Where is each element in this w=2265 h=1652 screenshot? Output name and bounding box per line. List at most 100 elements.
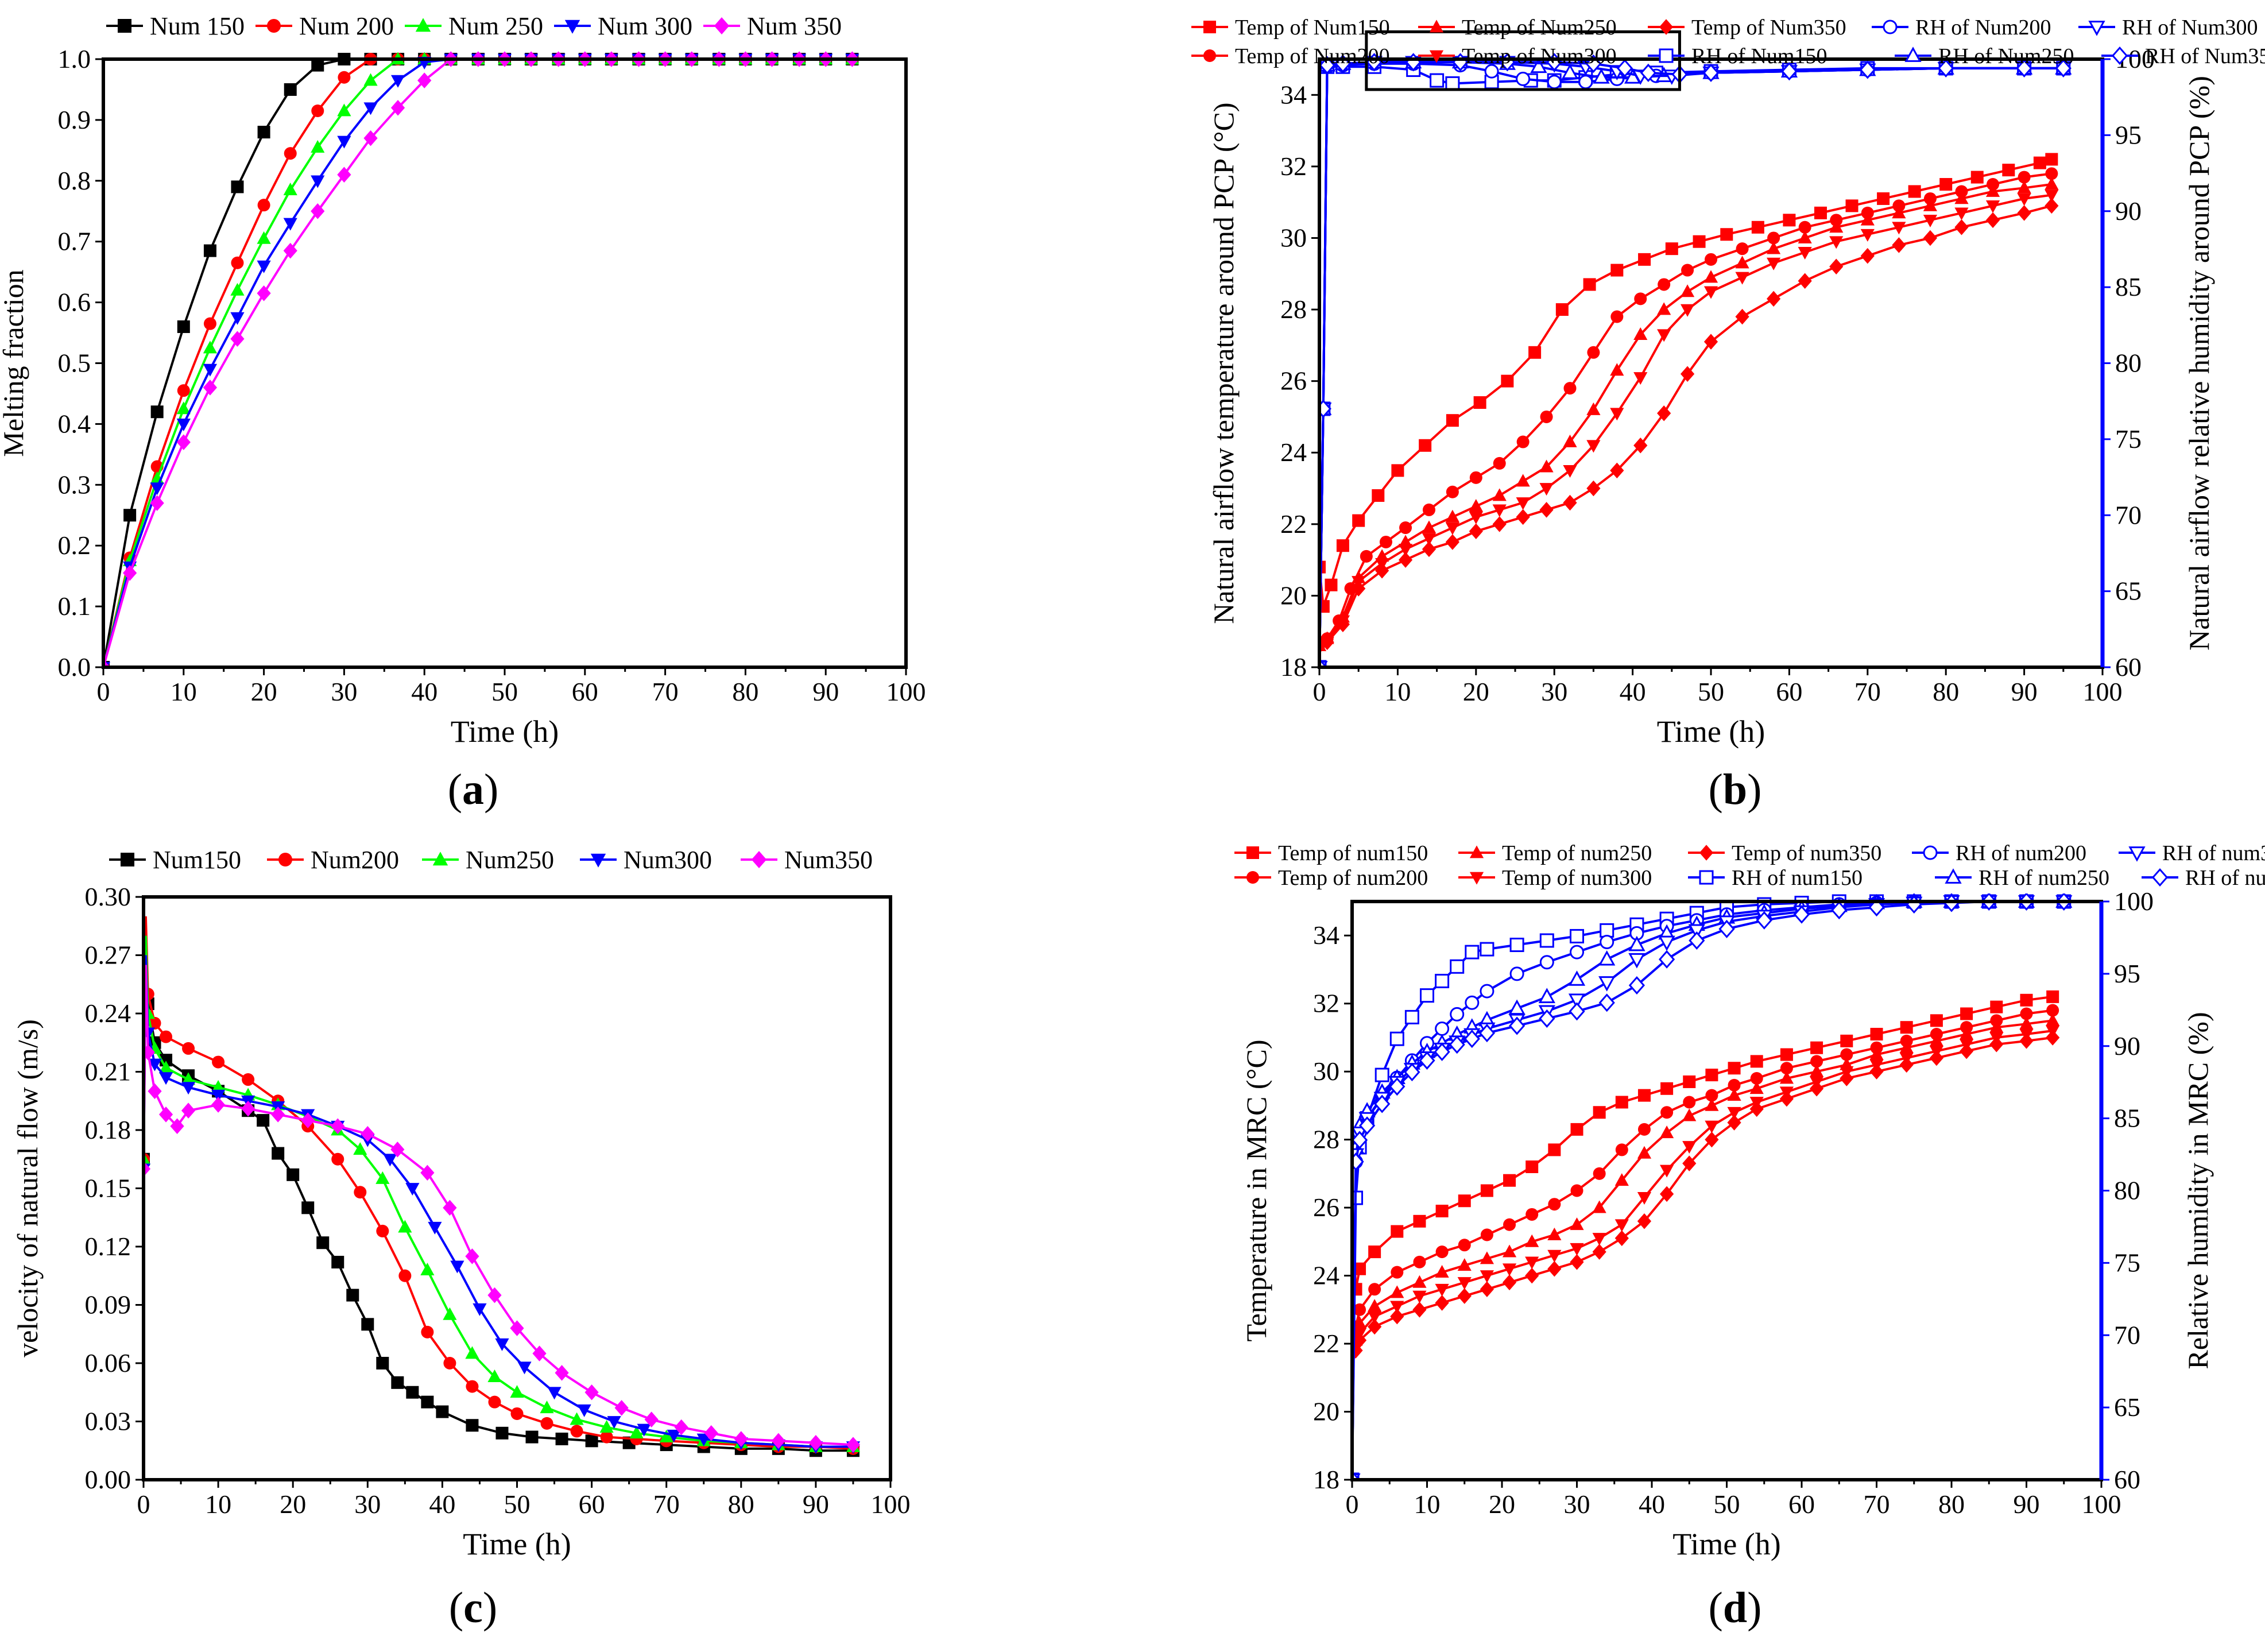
data-point (1658, 935, 1675, 951)
data-point (331, 1152, 344, 1166)
data-point (1547, 1249, 1562, 1263)
series-line (1352, 900, 2064, 1480)
y2-tick-label: 80 (2115, 349, 2142, 378)
y-tick-label: 24 (1280, 438, 1307, 467)
series-num-300 (103, 53, 859, 667)
legend-marker (2088, 21, 2105, 36)
data-point (1492, 516, 1507, 532)
data-point (585, 1434, 598, 1448)
data-point (1610, 408, 1624, 421)
legend-item: Num150 (109, 846, 241, 874)
data-point (1592, 1244, 1606, 1260)
data-point (1750, 1072, 1763, 1085)
data-point (1319, 399, 1331, 418)
plot-area (1319, 53, 2072, 667)
data-point (1681, 264, 1694, 277)
y-tick-label: 0.06 (85, 1348, 131, 1378)
data-point (1492, 488, 1507, 501)
data-point (123, 509, 137, 522)
data-point (1404, 1063, 1420, 1082)
data-point (1610, 264, 1624, 277)
series-line (144, 965, 854, 1446)
series-line (1319, 194, 2052, 647)
data-point (1372, 489, 1385, 502)
series-line (1319, 183, 2052, 647)
data-point (284, 83, 297, 96)
plot-area (1352, 893, 2073, 1480)
data-point (1419, 439, 1432, 452)
data-point (148, 1083, 162, 1100)
legend-marker (1659, 48, 1674, 63)
series-num350 (144, 965, 861, 1453)
data-point (599, 1420, 614, 1433)
data-point (1568, 970, 1586, 986)
legend: Temp of num150 Temp of num250 Temp of num3… (1234, 841, 2265, 890)
x-tick-label: 20 (1463, 677, 1489, 706)
series-line (144, 916, 854, 1450)
x-tick-label: 10 (205, 1489, 231, 1519)
data-point (577, 1404, 591, 1417)
data-point (2046, 990, 2059, 1003)
data-point (555, 1432, 568, 1445)
data-point (1598, 993, 1615, 1012)
data-point (1586, 402, 1601, 415)
series-num-150 (103, 53, 859, 667)
data-point (1728, 1062, 1741, 1075)
data-point (257, 285, 271, 301)
data-point (1637, 1146, 1652, 1159)
data-point (629, 1426, 644, 1439)
data-point (1359, 1116, 1376, 1135)
data-point (1353, 1262, 1366, 1275)
x-tick-label: 60 (579, 1489, 605, 1519)
legend-item: RH of num300 (2119, 841, 2265, 865)
legend-label: Temp of num300 (1502, 866, 1652, 890)
data-point (584, 1384, 599, 1400)
data-point (1634, 292, 1647, 305)
data-point (1727, 1088, 1741, 1101)
data-point (1829, 236, 1844, 249)
data-point (1516, 474, 1530, 487)
series-line (1352, 900, 2064, 1480)
data-point (176, 401, 191, 415)
data-point (1869, 1047, 1884, 1060)
data-point (398, 1269, 412, 1282)
series-temp-of-num200 (1352, 1004, 2059, 1340)
data-point (517, 1361, 532, 1375)
legend-item: Temp of num350 (1688, 841, 1881, 865)
series-temp-of-num350 (1352, 1030, 2060, 1362)
y-tick-label: 18 (1280, 652, 1307, 682)
data-point (150, 495, 164, 511)
legend-label: Temp of Num300 (1462, 44, 1617, 68)
data-point (181, 1102, 196, 1119)
data-point (354, 1186, 367, 1199)
data-point (158, 1107, 173, 1123)
data-point (1767, 231, 1780, 245)
y2-tick-label: 95 (2115, 120, 2142, 149)
data-point (1352, 1131, 1368, 1150)
series-line (103, 58, 853, 667)
panel-label: (a) (448, 765, 499, 814)
x-tick-label: 80 (728, 1489, 754, 1519)
x-tick-label: 50 (1698, 677, 1724, 706)
y-tick-label: 32 (1280, 152, 1307, 181)
x-tick-label: 40 (429, 1489, 455, 1519)
data-point (1319, 657, 1328, 667)
legend-label: Num 250 (448, 12, 543, 40)
plot-area (144, 916, 861, 1457)
data-point (1892, 222, 1906, 235)
y2-tick-label: 70 (2114, 1320, 2140, 1349)
data-point (614, 1400, 629, 1416)
legend-label: RH of Num350 (2145, 44, 2265, 68)
data-point (1781, 62, 1798, 81)
x-axis-label: Time (h) (463, 1527, 571, 1561)
data-point (1561, 64, 1579, 79)
x-tick-label: 90 (803, 1489, 829, 1519)
data-point (1637, 1123, 1651, 1136)
legend-label: RH of num150 (1732, 866, 1863, 890)
data-point (353, 1142, 367, 1155)
y-tick-label: 0.1 (58, 591, 91, 621)
data-point (1735, 256, 1749, 269)
legend-item: Num 250 (405, 12, 543, 40)
data-point (1445, 522, 1459, 535)
data-point (311, 175, 325, 188)
